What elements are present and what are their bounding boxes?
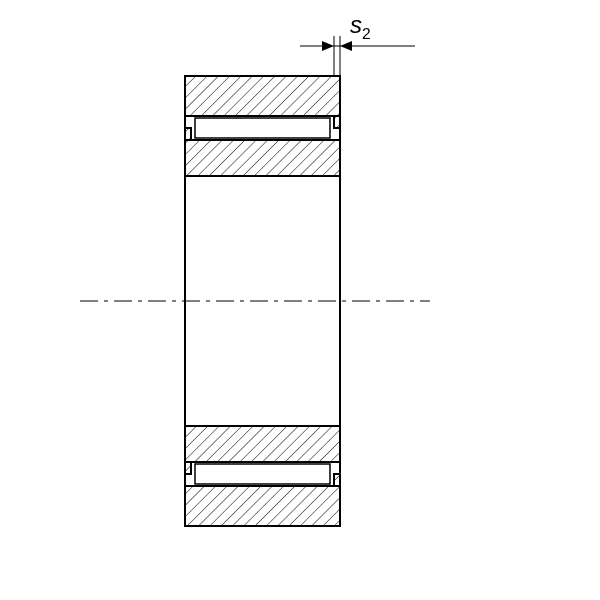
dimension-label-s2: s2 xyxy=(350,12,371,44)
dim-s2-sub: 2 xyxy=(362,26,371,43)
roller-lower xyxy=(195,464,330,484)
dim-s2-main: s xyxy=(350,12,362,39)
roller-upper xyxy=(195,118,330,138)
bearing-cross-section xyxy=(0,0,600,600)
